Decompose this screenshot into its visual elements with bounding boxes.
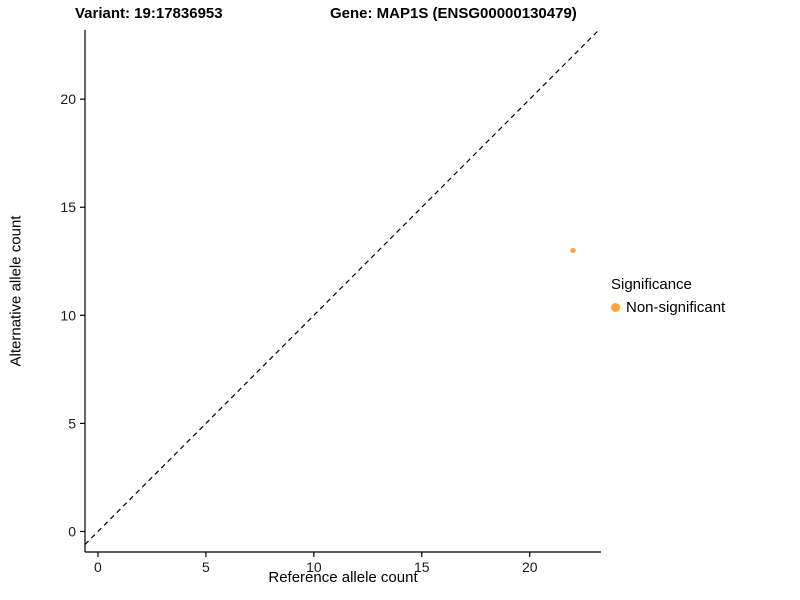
legend-item-label: Non-significant	[626, 299, 726, 316]
y-tick-label: 10	[60, 307, 76, 323]
gene-title: Gene: MAP1S (ENSG00000130479)	[330, 5, 577, 22]
legend-title: Significance	[611, 276, 692, 293]
legend: Significance Non-significant	[611, 276, 725, 316]
y-tick-label: 0	[68, 523, 76, 539]
y-axis-label: Alternative allele count	[7, 215, 25, 367]
legend-point-icon	[611, 303, 620, 312]
y-tick-label: 15	[60, 199, 76, 215]
x-axis-label: Reference allele count	[268, 569, 418, 586]
legend-item: Non-significant	[611, 299, 725, 316]
y-tick-label: 5	[68, 415, 76, 431]
identity-dashed-line	[84, 29, 600, 545]
variant-title: Variant: 19:17836953	[75, 5, 223, 22]
x-tick-label: 5	[202, 559, 210, 575]
data-point	[570, 247, 576, 254]
x-tick-label: 15	[414, 559, 430, 575]
y-tick-label: 20	[60, 91, 76, 107]
x-tick-label: 20	[522, 559, 538, 575]
x-tick-label: 10	[306, 559, 322, 575]
x-tick-label: 0	[94, 559, 102, 575]
